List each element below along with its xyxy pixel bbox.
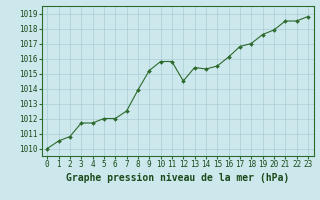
- X-axis label: Graphe pression niveau de la mer (hPa): Graphe pression niveau de la mer (hPa): [66, 173, 289, 183]
